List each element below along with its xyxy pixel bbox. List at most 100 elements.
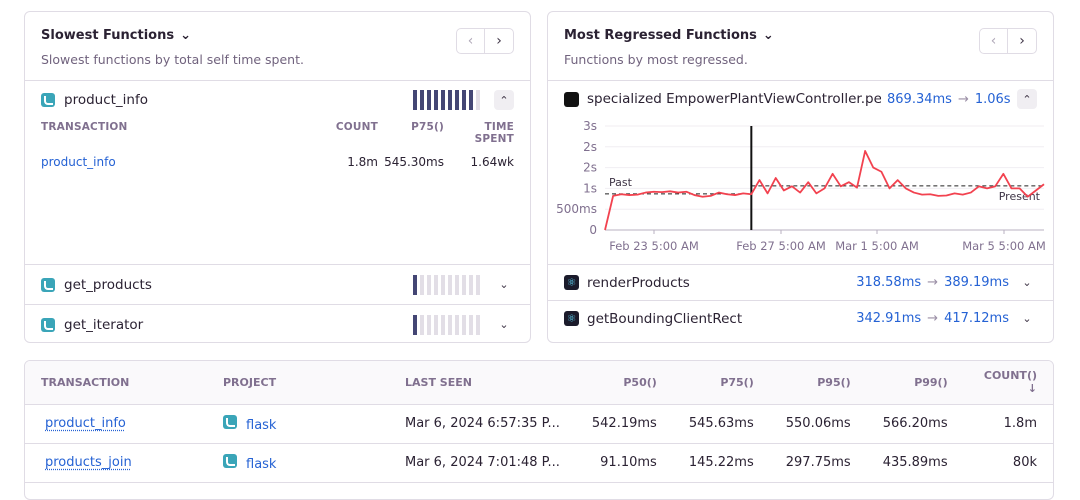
meter-bar bbox=[441, 275, 445, 295]
p50-value: 91.10ms bbox=[576, 443, 673, 482]
python-icon bbox=[223, 454, 237, 468]
python-icon bbox=[41, 318, 55, 332]
y-tick-label: 1s bbox=[583, 181, 597, 195]
last-seen: Mar 6, 2024 6:57:35 P... bbox=[389, 404, 576, 443]
bar-meter bbox=[413, 90, 480, 110]
transaction-link[interactable]: products_join bbox=[45, 455, 132, 470]
meter-bar bbox=[455, 275, 459, 295]
col-p75: P75() bbox=[378, 121, 444, 145]
col-count[interactable]: COUNT() ↓ bbox=[964, 361, 1053, 404]
chevron-down-icon[interactable]: ⌄ bbox=[494, 315, 514, 335]
col-p50[interactable]: P50() bbox=[576, 361, 673, 404]
past-label: Past bbox=[609, 176, 633, 189]
transaction-link[interactable]: product_info bbox=[45, 416, 126, 431]
card-title: Most Regressed Functions bbox=[564, 28, 757, 43]
pagination: ‹› bbox=[456, 28, 514, 54]
chevron-down-icon: ⌄ bbox=[763, 28, 774, 43]
function-name: get_products bbox=[64, 277, 152, 293]
regressed-row[interactable]: ⚛ getBoundingClientRect 342.91ms → 417.1… bbox=[548, 300, 1053, 336]
meter-bar bbox=[413, 275, 417, 295]
meter-bar bbox=[434, 275, 438, 295]
p50-value: 542.19ms bbox=[576, 404, 673, 443]
meter-bar bbox=[462, 275, 466, 295]
bar-meter bbox=[413, 315, 480, 335]
col-p75[interactable]: P75() bbox=[673, 361, 770, 404]
p75-value: 545.30ms bbox=[378, 155, 444, 169]
col-project[interactable]: PROJECT bbox=[207, 361, 389, 404]
table-row: products_join flask Mar 6, 2024 7:01:48 … bbox=[25, 443, 1053, 482]
card-title: Slowest Functions bbox=[41, 28, 174, 43]
project-link[interactable]: flask bbox=[246, 457, 276, 472]
before-value: 869.34ms bbox=[887, 92, 952, 107]
chevron-down-icon[interactable]: ⌄ bbox=[494, 275, 514, 295]
x-tick-label: Mar 1 5:00 AM bbox=[835, 239, 919, 253]
python-icon bbox=[41, 278, 55, 292]
meter-bar bbox=[462, 315, 466, 335]
series-line bbox=[605, 151, 1044, 230]
p95-value: 550.06ms bbox=[770, 404, 867, 443]
react-icon: ⚛ bbox=[564, 311, 579, 326]
project-link[interactable]: flask bbox=[246, 418, 276, 433]
slowest-functions-dropdown[interactable]: Slowest Functions⌄ bbox=[41, 28, 514, 43]
prev-page-button[interactable]: ‹ bbox=[457, 29, 485, 53]
most-regressed-dropdown[interactable]: Most Regressed Functions ⌄ bbox=[564, 28, 1037, 43]
transaction-link[interactable]: product_info bbox=[41, 155, 318, 169]
chevron-down-icon[interactable]: ⌄ bbox=[1017, 309, 1037, 329]
meter-bar bbox=[476, 275, 480, 295]
after-value: 417.12ms bbox=[944, 311, 1009, 326]
x-tick-label: Feb 23 5:00 AM bbox=[609, 239, 699, 253]
col-last-seen[interactable]: LAST SEEN bbox=[389, 361, 576, 404]
slowest-functions-card: Slowest Functions⌄ Slowest functions by … bbox=[24, 11, 531, 343]
meter-bar bbox=[469, 275, 473, 295]
meter-bar bbox=[420, 315, 424, 335]
count-value: 80k bbox=[964, 443, 1053, 482]
apple-icon bbox=[564, 92, 579, 107]
meter-bar bbox=[448, 90, 452, 110]
meter-bar bbox=[413, 315, 417, 335]
meter-bar bbox=[441, 90, 445, 110]
regression-chart: 0500ms1s2s2s3sFeb 23 5:00 AMFeb 27 5:00 … bbox=[548, 112, 1054, 262]
p75-value: 545.63ms bbox=[673, 404, 770, 443]
meter-bar bbox=[420, 90, 424, 110]
function-row[interactable]: get_products ⌄ bbox=[25, 264, 530, 304]
meter-bar bbox=[434, 315, 438, 335]
function-row[interactable]: get_iterator ⌄ bbox=[25, 304, 530, 343]
col-transaction[interactable]: TRANSACTION bbox=[25, 361, 207, 404]
col-p95[interactable]: P95() bbox=[770, 361, 867, 404]
y-tick-label: 3s bbox=[583, 119, 597, 133]
arrow-right-icon: → bbox=[958, 92, 969, 107]
col-p99[interactable]: P99() bbox=[867, 361, 964, 404]
meter-bar bbox=[476, 315, 480, 335]
meter-bar bbox=[476, 90, 480, 110]
transactions-table: TRANSACTION PROJECT LAST SEEN P50() P75(… bbox=[24, 360, 1054, 500]
chevron-down-icon[interactable]: ⌄ bbox=[1017, 273, 1037, 293]
react-icon: ⚛ bbox=[564, 275, 579, 290]
y-tick-label: 0 bbox=[589, 223, 597, 237]
card-subtitle: Slowest functions by total self time spe… bbox=[41, 52, 514, 67]
function-name: get_iterator bbox=[64, 317, 143, 333]
y-tick-label: 500ms bbox=[556, 202, 597, 216]
p75-value: 145.22ms bbox=[673, 443, 770, 482]
next-page-button[interactable]: › bbox=[1008, 29, 1036, 53]
meter-bar bbox=[413, 90, 417, 110]
chevron-up-icon[interactable]: ⌃ bbox=[1017, 89, 1037, 109]
after-value: 1.06s bbox=[975, 92, 1011, 107]
meter-bar bbox=[455, 315, 459, 335]
function-row[interactable]: product_info ⌃ bbox=[25, 81, 530, 119]
time-spent-value: 1.64wk bbox=[444, 155, 514, 169]
next-page-button[interactable]: › bbox=[485, 29, 513, 53]
regressed-row[interactable]: ⚛ renderProducts 318.58ms → 389.19ms ⌄ bbox=[548, 264, 1053, 300]
x-tick-label: Mar 5 5:00 AM bbox=[962, 239, 1046, 253]
chevron-up-icon[interactable]: ⌃ bbox=[494, 90, 514, 110]
function-name: renderProducts bbox=[587, 275, 690, 291]
table-row: product_info flask Mar 6, 2024 6:57:35 P… bbox=[25, 404, 1053, 443]
after-value: 389.19ms bbox=[944, 275, 1009, 290]
meter-bar bbox=[441, 315, 445, 335]
meter-bar bbox=[420, 275, 424, 295]
prev-page-button[interactable]: ‹ bbox=[980, 29, 1008, 53]
y-tick-label: 2s bbox=[583, 161, 597, 175]
meter-bar bbox=[469, 315, 473, 335]
python-icon bbox=[223, 415, 237, 429]
last-seen: Mar 6, 2024 7:01:48 P... bbox=[389, 443, 576, 482]
arrow-right-icon: → bbox=[927, 311, 938, 326]
